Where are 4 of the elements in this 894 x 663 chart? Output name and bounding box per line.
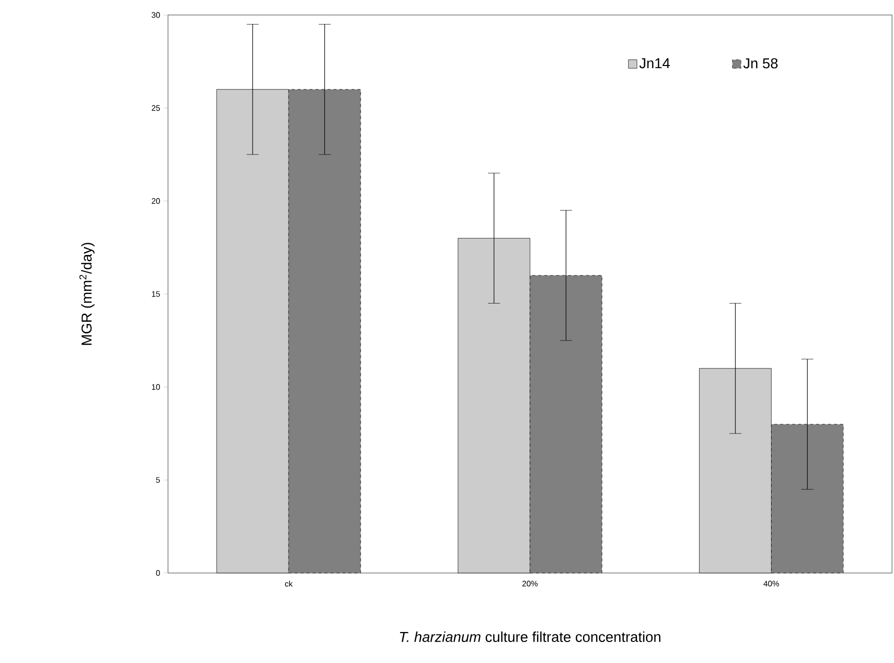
legend-label: Jn 58 bbox=[743, 58, 778, 68]
legend-label: Jn14 bbox=[639, 58, 670, 68]
y-axis-title: MGR (mm$^{2}$/day) bbox=[79, 242, 95, 345]
x-axis-title: T. harzianum culture filtrate concentration bbox=[400, 631, 660, 642]
